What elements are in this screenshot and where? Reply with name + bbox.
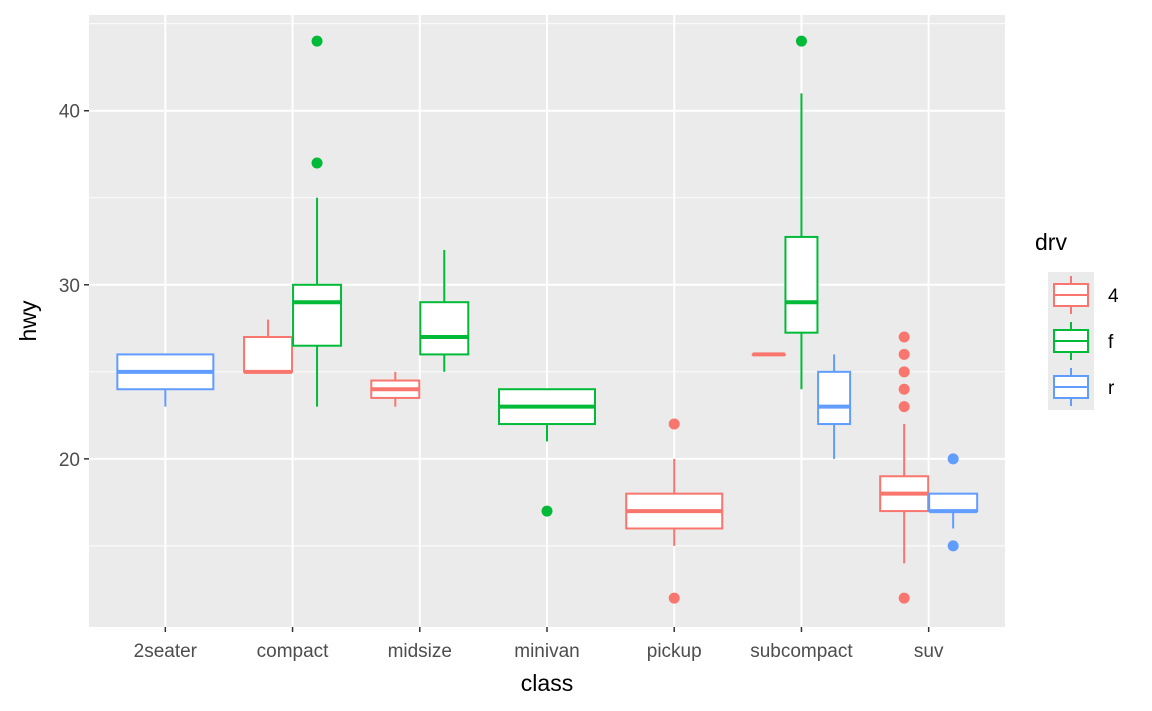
box xyxy=(243,336,294,373)
box-subcompact-4 xyxy=(751,352,786,357)
outlier-point xyxy=(898,331,910,343)
box-subcompact-f xyxy=(784,35,819,390)
x-tick-label: midsize xyxy=(388,641,452,662)
outlier-point xyxy=(947,540,959,552)
legend-label-4: 4 xyxy=(1108,286,1119,307)
y-tick-label: 30 xyxy=(59,276,80,297)
outlier-point xyxy=(898,401,910,413)
box-minivan-f xyxy=(497,388,597,517)
y-tick-label: 40 xyxy=(59,102,80,123)
x-tick-label: 2seater xyxy=(134,641,198,662)
y-axis-title: hwy xyxy=(15,300,41,341)
x-tick-label: pickup xyxy=(647,641,702,662)
boxes xyxy=(116,35,979,604)
outlier-point xyxy=(795,35,807,47)
box-midsize-f xyxy=(419,249,470,372)
box xyxy=(784,235,819,334)
x-tick-label: suv xyxy=(914,641,944,662)
outlier-point xyxy=(311,157,323,169)
box xyxy=(419,301,470,356)
box-2seater-r xyxy=(116,353,215,407)
box-midsize-4 xyxy=(370,371,421,407)
outlier-point xyxy=(311,35,323,47)
outlier-point xyxy=(898,383,910,395)
outlier-point xyxy=(898,592,910,604)
x-tick-label: compact xyxy=(257,641,330,662)
legend: drv 4 f r xyxy=(1035,229,1119,410)
box-compact-4 xyxy=(243,319,294,374)
legend-label-f: f xyxy=(1108,332,1114,353)
outlier-point xyxy=(898,348,910,360)
x-axis-title: class xyxy=(521,670,573,696)
outlier-point xyxy=(541,505,553,517)
x-axis: 2seater compact midsize minivan pickup subcom… xyxy=(134,627,944,662)
box-subcompact-r xyxy=(817,354,852,459)
x-tick-label: minivan xyxy=(514,641,579,662)
box xyxy=(292,283,343,347)
outlier-point xyxy=(668,418,680,430)
outlier-point xyxy=(898,366,910,378)
outlier-point xyxy=(947,453,959,465)
box xyxy=(817,370,852,426)
box-suv-4 xyxy=(879,331,930,604)
box xyxy=(928,492,979,513)
box-suv-r xyxy=(928,453,979,552)
y-tick-label: 20 xyxy=(59,450,80,471)
outlier-point xyxy=(668,592,680,604)
legend-title: drv xyxy=(1035,229,1067,255)
x-tick-label: subcompact xyxy=(750,641,853,662)
y-axis: 20 30 40 xyxy=(59,102,89,471)
legend-label-r: r xyxy=(1108,378,1115,399)
box-compact-f xyxy=(292,35,343,407)
box-pickup-4 xyxy=(625,418,724,604)
